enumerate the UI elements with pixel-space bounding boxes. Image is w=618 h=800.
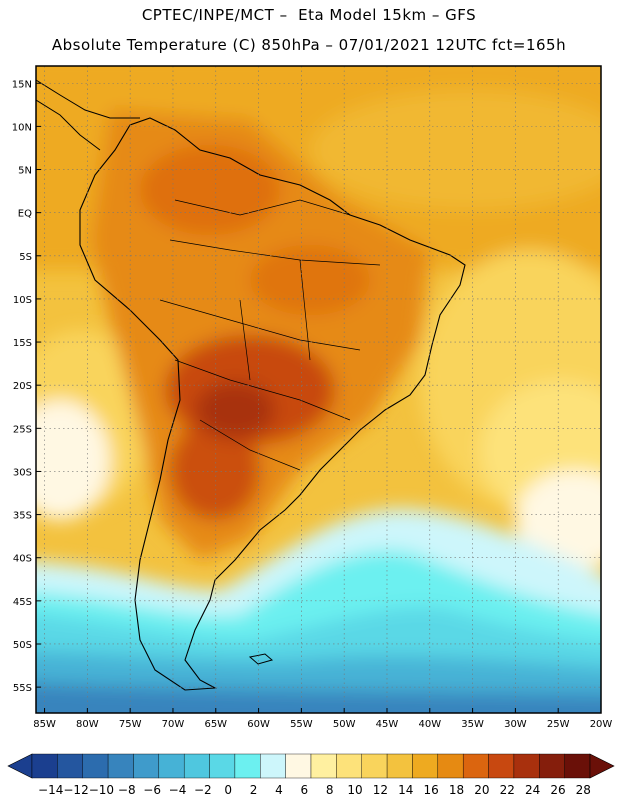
colorbar-label: −14 (38, 783, 63, 797)
lon-tick-label: 55W (290, 719, 313, 730)
temperature-field (36, 66, 601, 713)
lon-tick-label: 40W (418, 719, 441, 730)
colorbar-swatch (386, 753, 413, 779)
lat-tick-label: 15S (13, 338, 32, 349)
lon-tick-label: 65W (204, 719, 227, 730)
colorbar-swatch (234, 753, 261, 779)
chart-title-line-2: Absolute Temperature (C) 850hPa – 07/01/… (51, 36, 567, 54)
colorbar-label: −10 (89, 783, 114, 797)
lat-tick-label: 20S (13, 381, 32, 392)
colorbar-swatch (564, 753, 591, 779)
colorbar-swatch (437, 753, 464, 779)
colorbar-swatch (31, 753, 58, 779)
lon-tick-label: 20W (590, 719, 613, 730)
lat-tick-label: 40S (13, 554, 32, 565)
colorbar-swatch (513, 753, 540, 779)
colorbar-label: −2 (194, 783, 212, 797)
lon-tick-label: 70W (162, 719, 185, 730)
colorbar-label: 20 (474, 783, 489, 797)
lat-tick-label: 45S (13, 597, 32, 608)
colorbar-label: −12 (63, 783, 88, 797)
colorbar-label: 22 (500, 783, 515, 797)
colorbar-label: −6 (143, 783, 161, 797)
lat-tick-label: 50S (13, 640, 32, 651)
colorbar-swatch (310, 753, 337, 779)
lon-tick-label: 75W (119, 719, 142, 730)
colorbar-label: 24 (525, 783, 540, 797)
lon-tick-label: 80W (76, 719, 99, 730)
colorbar-label: −4 (169, 783, 187, 797)
colorbar-label: 0 (224, 783, 232, 797)
chart-title-line-1: CPTEC/INPE/MCT – Eta Model 15km – GFS (141, 6, 477, 24)
colorbar-swatch (488, 753, 515, 779)
lat-tick-label: 25S (13, 424, 32, 435)
colorbar-label: 26 (550, 783, 565, 797)
lat-tick-label: 15N (12, 79, 32, 90)
colorbar-swatch (133, 753, 160, 779)
colorbar-swatch (412, 753, 439, 779)
lat-tick-label: 10N (12, 122, 32, 133)
colorbar-swatch (539, 753, 565, 779)
colorbar-swatch (462, 753, 489, 779)
colorbar-label: 28 (576, 783, 591, 797)
lat-tick-label: 5S (19, 252, 32, 263)
colorbar-swatch (209, 753, 236, 779)
longitude-tick-labels: 85W 80W 75W 70W 65W 60W 55W 50W 45W 40W 35W 30W 25W 2… (33, 719, 612, 730)
colorbar-swatch (285, 753, 312, 779)
lon-tick-label: 25W (547, 719, 570, 730)
south-america-coastline (79, 117, 466, 691)
lat-tick-label: 35S (13, 511, 32, 522)
colorbar-label: 18 (449, 783, 464, 797)
lat-tick-label: 5N (18, 166, 32, 177)
lon-tick-label: 50W (333, 719, 356, 730)
colorbar-label: 6 (300, 783, 308, 797)
falkland-islands (248, 653, 274, 665)
map-frame (35, 65, 602, 714)
colorbar-swatch (82, 753, 109, 779)
colorbar-swatch (107, 753, 134, 779)
graticule (36, 66, 602, 713)
colorbar-swatch (336, 753, 362, 779)
colorbar-label: −8 (118, 783, 136, 797)
lon-tick-label: 85W (33, 719, 56, 730)
colorbar-swatch (361, 753, 388, 779)
lat-tick-label: 30S (13, 467, 32, 478)
colorbar-swatch (260, 753, 286, 779)
colorbar-label: 12 (373, 783, 388, 797)
colorbar-swatch (57, 753, 83, 779)
lon-tick-label: 30W (504, 719, 527, 730)
colorbar-swatch (158, 753, 185, 779)
colorbar-arrow-high (589, 753, 615, 779)
colorbar-label: 2 (250, 783, 258, 797)
lon-tick-label: 45W (376, 719, 399, 730)
lon-tick-label: 60W (247, 719, 270, 730)
colorbar-swatch (183, 753, 210, 779)
colorbar-label: 8 (326, 783, 334, 797)
colorbar-label: 4 (275, 783, 283, 797)
lat-tick-label: EQ (18, 209, 32, 220)
latitude-tick-labels: 15N 10N 5N EQ 5S 10S 15S 20S 25S 30S 35S 40S 45S 50S 5… (12, 79, 32, 694)
colorbar-label: 16 (423, 783, 438, 797)
lon-tick-label: 35W (461, 719, 484, 730)
country-borders (159, 199, 381, 471)
lat-tick-label: 55S (13, 683, 32, 694)
colorbar-label: 14 (398, 783, 413, 797)
colorbar: −14 −12 −10 −8 −6 −4 −2 0 2 4 6 8 10 12 14 16 18 20 22 24 26… (7, 753, 615, 797)
central-america-coastline (36, 79, 140, 151)
colorbar-label: 10 (347, 783, 362, 797)
lat-tick-label: 10S (13, 295, 32, 306)
colorbar-arrow-low (7, 753, 33, 779)
